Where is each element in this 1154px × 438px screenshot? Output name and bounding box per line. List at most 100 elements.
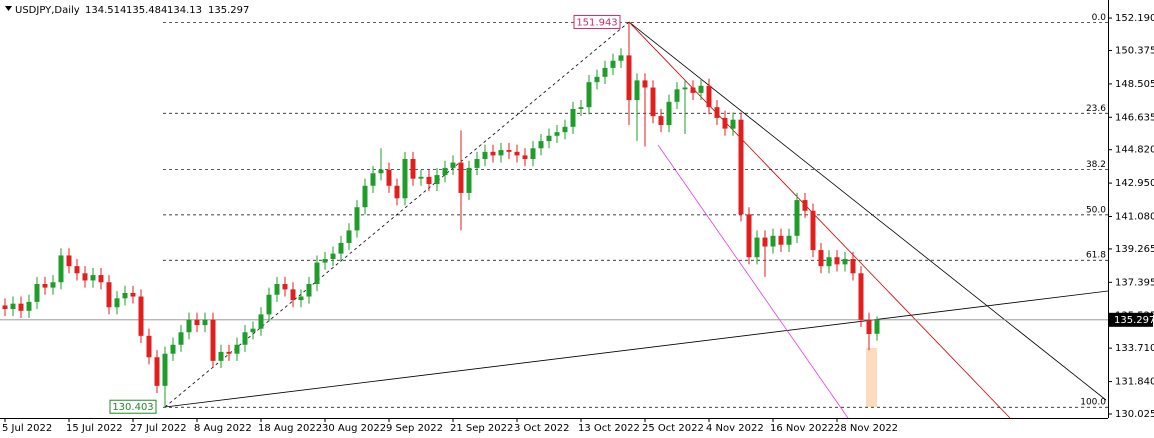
candle-body	[810, 210, 816, 251]
candle-body	[74, 266, 80, 274]
candle-body	[538, 141, 544, 149]
y-tick-label: 146.635	[1115, 112, 1154, 123]
candle-body	[450, 162, 456, 168]
candle-body	[154, 357, 160, 386]
candle-body	[138, 296, 144, 336]
candle-body	[146, 335, 152, 358]
candle-body	[498, 150, 504, 156]
candle-body	[386, 169, 392, 186]
candle-body	[402, 158, 408, 199]
fib-level-label: 100.0	[1080, 398, 1106, 408]
high-label: 151.943	[576, 17, 617, 28]
candle-body	[82, 273, 88, 281]
y-tick-label: 150.375	[1115, 45, 1154, 56]
candle-body	[874, 319, 880, 334]
candle-body	[10, 303, 16, 310]
candle-body	[250, 328, 256, 333]
channel-line	[657, 144, 849, 419]
candle-body	[458, 162, 464, 193]
y-tick-label: 139.265	[1115, 244, 1154, 255]
candle-body	[298, 296, 304, 301]
x-tick-label: 16 Nov 2022	[770, 423, 834, 434]
y-tick-label: 144.820	[1115, 145, 1154, 156]
candle-body	[466, 167, 472, 193]
x-tick-label: 25 Oct 2022	[642, 423, 704, 434]
candle-body	[634, 80, 640, 101]
candle-body	[234, 344, 240, 354]
symbol-title: USDJPY,Daily	[15, 5, 80, 16]
candle-body	[714, 107, 720, 118]
candle-body	[186, 319, 192, 333]
candle-body	[850, 259, 856, 274]
candle-body	[682, 87, 688, 90]
fib-level-label: 50.0	[1086, 205, 1106, 215]
candle-body	[426, 176, 432, 184]
candle-body	[170, 344, 176, 354]
candle-body	[394, 185, 400, 199]
current-price-label: 135.297	[1114, 315, 1154, 326]
candle-body	[218, 351, 224, 361]
candle-body	[378, 169, 384, 174]
candle-body	[314, 262, 320, 285]
candle-body	[330, 253, 336, 260]
candle-body	[162, 353, 168, 386]
high-label-box	[573, 14, 621, 29]
candle-body	[554, 132, 560, 136]
candle-body	[754, 237, 760, 258]
x-tick-label: 13 Oct 2022	[578, 423, 640, 434]
candle-body	[490, 151, 496, 156]
candle-body	[706, 85, 712, 108]
x-tick-label: 9 Sep 2022	[386, 423, 443, 434]
current-price-tag	[1109, 312, 1153, 327]
candle-body	[658, 116, 664, 126]
x-tick-label: 27 Jul 2022	[130, 423, 187, 434]
candle-body	[338, 242, 344, 254]
y-tick-label: 133.710	[1115, 343, 1154, 354]
y-tick-label: 148.505	[1115, 79, 1154, 90]
y-tick-label: 152.190	[1115, 13, 1154, 24]
candle-body	[34, 284, 40, 302]
candle-body	[90, 275, 96, 281]
candle-body	[650, 87, 656, 117]
candle-body	[562, 126, 568, 133]
candle-body	[586, 82, 592, 108]
candle-body	[674, 89, 680, 102]
candle-body	[58, 255, 64, 283]
candle-body	[738, 119, 744, 215]
candle-body	[322, 259, 328, 263]
candle-body	[258, 314, 264, 329]
candle-body	[274, 284, 280, 295]
candle-body	[858, 273, 864, 320]
candle-body	[346, 230, 352, 243]
candle-body	[442, 167, 448, 176]
candle-body	[834, 257, 840, 265]
candle-body	[18, 303, 24, 311]
x-tick-label: 4 Nov 2022	[706, 423, 764, 434]
x-tick-label: 15 Jul 2022	[66, 423, 123, 434]
header-high: 135.484	[126, 5, 167, 16]
candle-body	[866, 319, 872, 335]
candle-body	[282, 284, 288, 290]
candle-body	[434, 175, 440, 184]
candle-body	[530, 148, 536, 159]
x-tick-label: 3 Oct 2022	[514, 423, 569, 434]
candle-body	[522, 155, 528, 159]
candle-body	[42, 284, 48, 288]
candle-body	[642, 80, 648, 88]
candle-body	[546, 135, 552, 142]
candle-body	[290, 289, 296, 301]
candle-body	[362, 185, 368, 208]
header: USDJPY,Daily 134.514 135.484 134.13 135.…	[5, 5, 249, 16]
candle-body	[202, 319, 208, 326]
candle-body	[242, 332, 248, 345]
candle-body	[610, 60, 616, 68]
plot-layer: 130.025131.840133.710135.525137.395139.2…	[0, 13, 1154, 434]
candle-body	[122, 292, 128, 299]
candle-body	[762, 237, 768, 247]
candle-body	[690, 87, 696, 93]
candle-body	[506, 150, 512, 152]
candle-body	[722, 117, 728, 129]
trend-line	[164, 290, 1109, 408]
fib-level-label: 38.2	[1086, 160, 1106, 170]
candle-body	[594, 76, 600, 83]
